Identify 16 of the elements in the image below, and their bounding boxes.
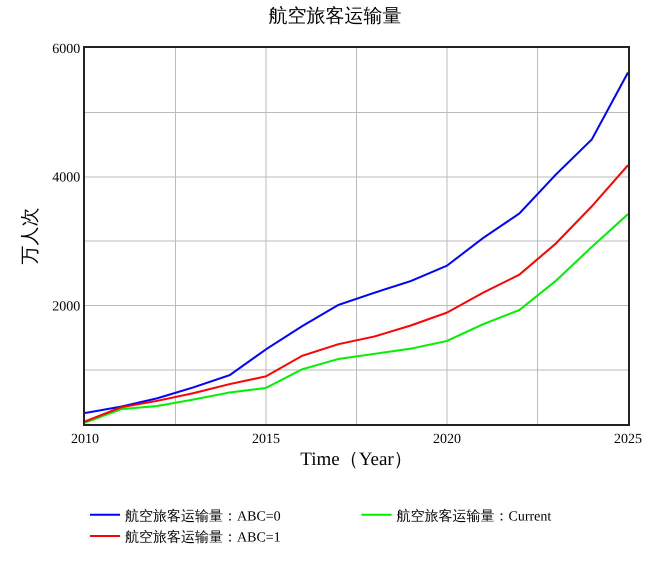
- chart-title: 航空旅客运输量: [268, 4, 402, 27]
- x-tick-label: 2020: [433, 432, 461, 447]
- legend-label: 航空旅客运输量：ABC=0: [125, 508, 281, 524]
- legend-label: 航空旅客运输量：ABC=1: [125, 529, 281, 546]
- line-series: [85, 71, 628, 414]
- legend-label: 航空旅客运输量：Current: [396, 508, 552, 524]
- x-tick-label: 2010: [71, 432, 99, 447]
- y-tick-label: 2000: [52, 299, 80, 314]
- y-tick-label: 6000: [52, 42, 80, 57]
- x-axis-title: Time（Year）: [300, 449, 413, 470]
- x-tick-label: 2025: [614, 432, 642, 447]
- line-series: [85, 213, 628, 424]
- y-tick-label: 4000: [52, 170, 80, 186]
- line-series: [85, 164, 628, 422]
- x-tick-label: 2015: [252, 432, 280, 447]
- y-axis-title: 万人次: [20, 208, 41, 264]
